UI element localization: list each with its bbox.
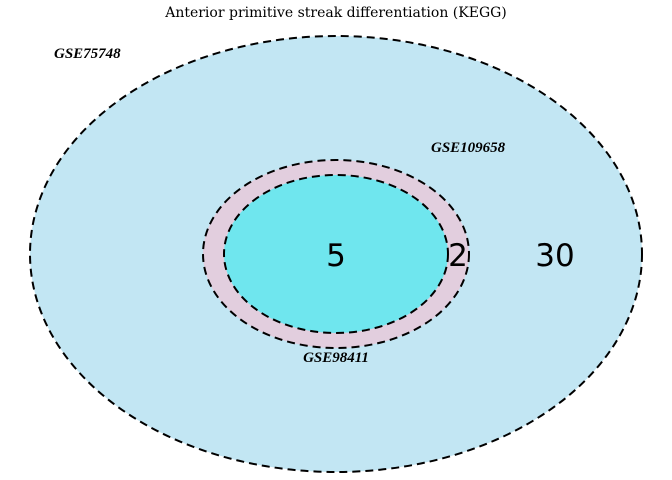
count-gse75748-only: 30 bbox=[535, 238, 574, 274]
set-label-gse98411: GSE98411 bbox=[303, 350, 369, 366]
set-gse98411-ellipse bbox=[223, 174, 449, 334]
count-gse109658-only-ring: 2 bbox=[448, 238, 468, 274]
set-label-gse75748: GSE75748 bbox=[54, 46, 121, 62]
diagram-title: Anterior primitive streak differentiatio… bbox=[164, 5, 507, 21]
set-label-gse109658: GSE109658 bbox=[431, 140, 506, 156]
count-all-three: 5 bbox=[326, 238, 346, 274]
